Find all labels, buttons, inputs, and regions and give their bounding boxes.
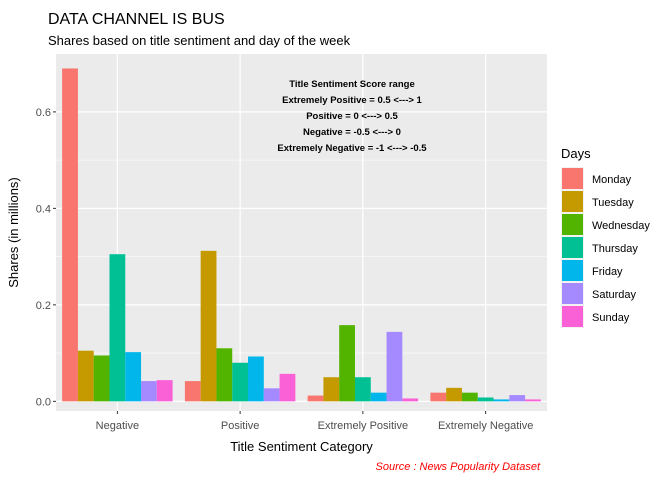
annotation-line: Negative = -0.5 <---> 0 xyxy=(303,127,401,138)
plot-panel xyxy=(56,54,547,411)
bars-layer xyxy=(62,68,541,402)
legend-swatch-monday xyxy=(562,168,583,189)
y-tick-label: 0.4 xyxy=(36,203,51,215)
bar-thursday xyxy=(354,377,371,402)
x-axis-title: Title Sentiment Category xyxy=(230,439,373,454)
legend-label: Wednesday xyxy=(592,220,650,232)
y-axis-title: Shares (in millions) xyxy=(6,177,21,288)
x-axis: Negative Positive Extremely Positive Extrem… xyxy=(96,411,533,432)
bar-friday xyxy=(125,352,142,402)
bar-saturday xyxy=(509,395,526,402)
bar-monday xyxy=(184,381,201,402)
legend-title: Days xyxy=(561,146,591,161)
bar-sunday xyxy=(156,380,173,402)
legend-label: Sunday xyxy=(592,312,630,324)
bar-saturday xyxy=(263,388,280,402)
bar-monday xyxy=(307,395,324,402)
bar-saturday xyxy=(141,381,157,402)
bar-monday xyxy=(430,392,447,402)
legend-label: Friday xyxy=(592,266,623,278)
bar-tuesday xyxy=(446,387,462,402)
bar-saturday xyxy=(386,331,403,402)
bar-sunday xyxy=(402,398,419,402)
bar-sunday xyxy=(525,399,541,402)
annotation-line: Extremely Positive = 0.5 <---> 1 xyxy=(282,95,422,106)
bar-friday xyxy=(370,392,387,402)
bar-wednesday xyxy=(93,355,110,402)
annotation-line: Extremely Negative = -1 <---> -0.5 xyxy=(277,143,427,154)
x-tick-label: Negative xyxy=(96,420,139,432)
annotation-line: Positive = 0 <---> 0.5 xyxy=(306,111,398,122)
legend-label: Saturday xyxy=(592,289,637,301)
bar-wednesday xyxy=(216,348,233,402)
legend-swatch-wednesday xyxy=(562,214,583,235)
bar-thursday xyxy=(477,397,494,402)
chart-subtitle: Shares based on title sentiment and day … xyxy=(48,33,351,48)
bar-friday xyxy=(248,356,264,402)
legend: Days Monday Tuesday Wednesday Thursday Frida… xyxy=(561,146,650,328)
bar-tuesday xyxy=(323,377,340,402)
bar-thursday xyxy=(109,254,126,402)
y-tick-label: 0.0 xyxy=(36,396,51,408)
bar-tuesday xyxy=(200,250,217,402)
bar-monday xyxy=(62,68,78,402)
bar-wednesday xyxy=(339,325,355,402)
bar-wednesday xyxy=(461,392,478,402)
bar-thursday xyxy=(232,362,249,402)
legend-label: Monday xyxy=(592,174,632,186)
legend-label: Tuesday xyxy=(592,197,634,209)
bar-tuesday xyxy=(77,350,94,402)
y-tick-label: 0.6 xyxy=(36,107,51,119)
legend-swatch-sunday xyxy=(562,306,583,327)
legend-swatch-friday xyxy=(562,260,583,281)
annotation-box: Title Sentiment Score range Extremely Po… xyxy=(277,79,427,154)
legend-swatch-saturday xyxy=(562,283,583,304)
legend-swatch-thursday xyxy=(562,237,583,258)
x-tick-label: Extremely Negative xyxy=(438,420,533,432)
y-tick-label: 0.2 xyxy=(36,300,51,312)
bar-friday xyxy=(493,399,510,402)
bar-sunday xyxy=(279,373,296,402)
source-caption: Source : News Popularity Dataset xyxy=(376,461,541,473)
x-tick-label: Extremely Positive xyxy=(318,420,408,432)
annotation-line: Title Sentiment Score range xyxy=(289,79,414,90)
chart-title: DATA CHANNEL IS BUS xyxy=(48,11,225,28)
y-axis: 0.0 0.2 0.4 0.6 xyxy=(36,107,56,408)
legend-label: Thursday xyxy=(592,243,638,255)
x-tick-label: Positive xyxy=(221,420,260,432)
legend-swatch-tuesday xyxy=(562,191,583,212)
